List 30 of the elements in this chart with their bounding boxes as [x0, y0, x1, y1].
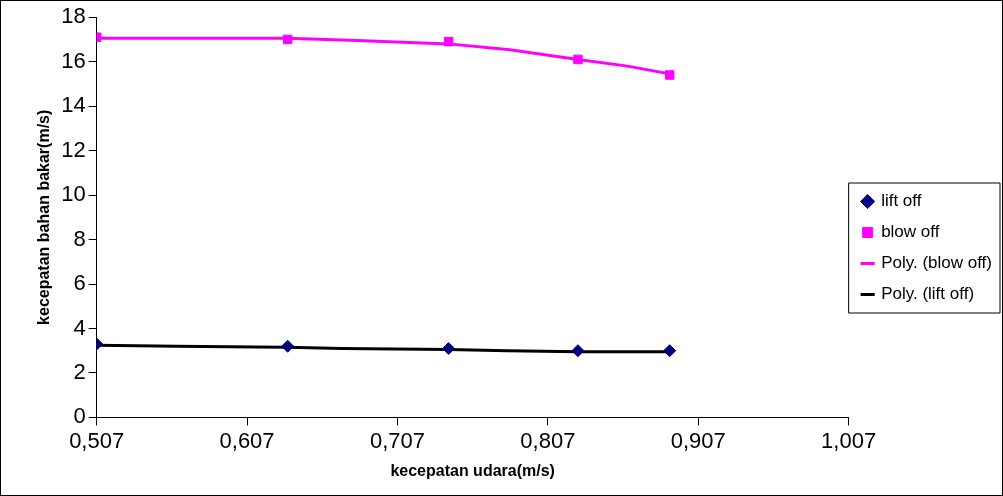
point	[442, 341, 456, 355]
x-tick-label: 0,907	[670, 427, 726, 453]
point	[571, 344, 585, 358]
y-axis-title: kecepatan bahan bakar(m/s)	[35, 109, 53, 325]
y-tick-label: 8	[73, 225, 86, 251]
point	[281, 339, 295, 353]
x-tick-label: 0,807	[520, 427, 576, 453]
legend-label: blow off	[881, 222, 940, 242]
y-tick-label: 2	[73, 359, 86, 384]
y-tick-label: 10	[61, 181, 86, 207]
y-tick-label: 18	[61, 3, 86, 29]
y-tick-label: 12	[61, 136, 86, 162]
y-tick-label: 14	[61, 92, 86, 118]
y-tick-label: 4	[73, 314, 86, 340]
x-tick-label: 1,007	[821, 427, 877, 453]
x-tick-label: 0,707	[369, 427, 425, 453]
x-axis-title: kecepatan udara(m/s)	[390, 461, 555, 479]
y-tick-label: 6	[73, 270, 86, 296]
x-tick-label: 0,507	[69, 427, 125, 453]
legend-label: Poly. (blow off)	[881, 253, 992, 273]
legend-label: Poly. (lift off)	[881, 284, 975, 304]
legend-label: lift off	[881, 191, 922, 211]
y-tick-label: 16	[61, 47, 86, 73]
point	[664, 70, 675, 80]
point	[282, 34, 293, 45]
y-tick-label: 0	[73, 403, 86, 429]
point	[663, 344, 677, 358]
point	[443, 36, 454, 47]
x-tick-label: 0,607	[219, 427, 275, 453]
point	[573, 54, 583, 65]
